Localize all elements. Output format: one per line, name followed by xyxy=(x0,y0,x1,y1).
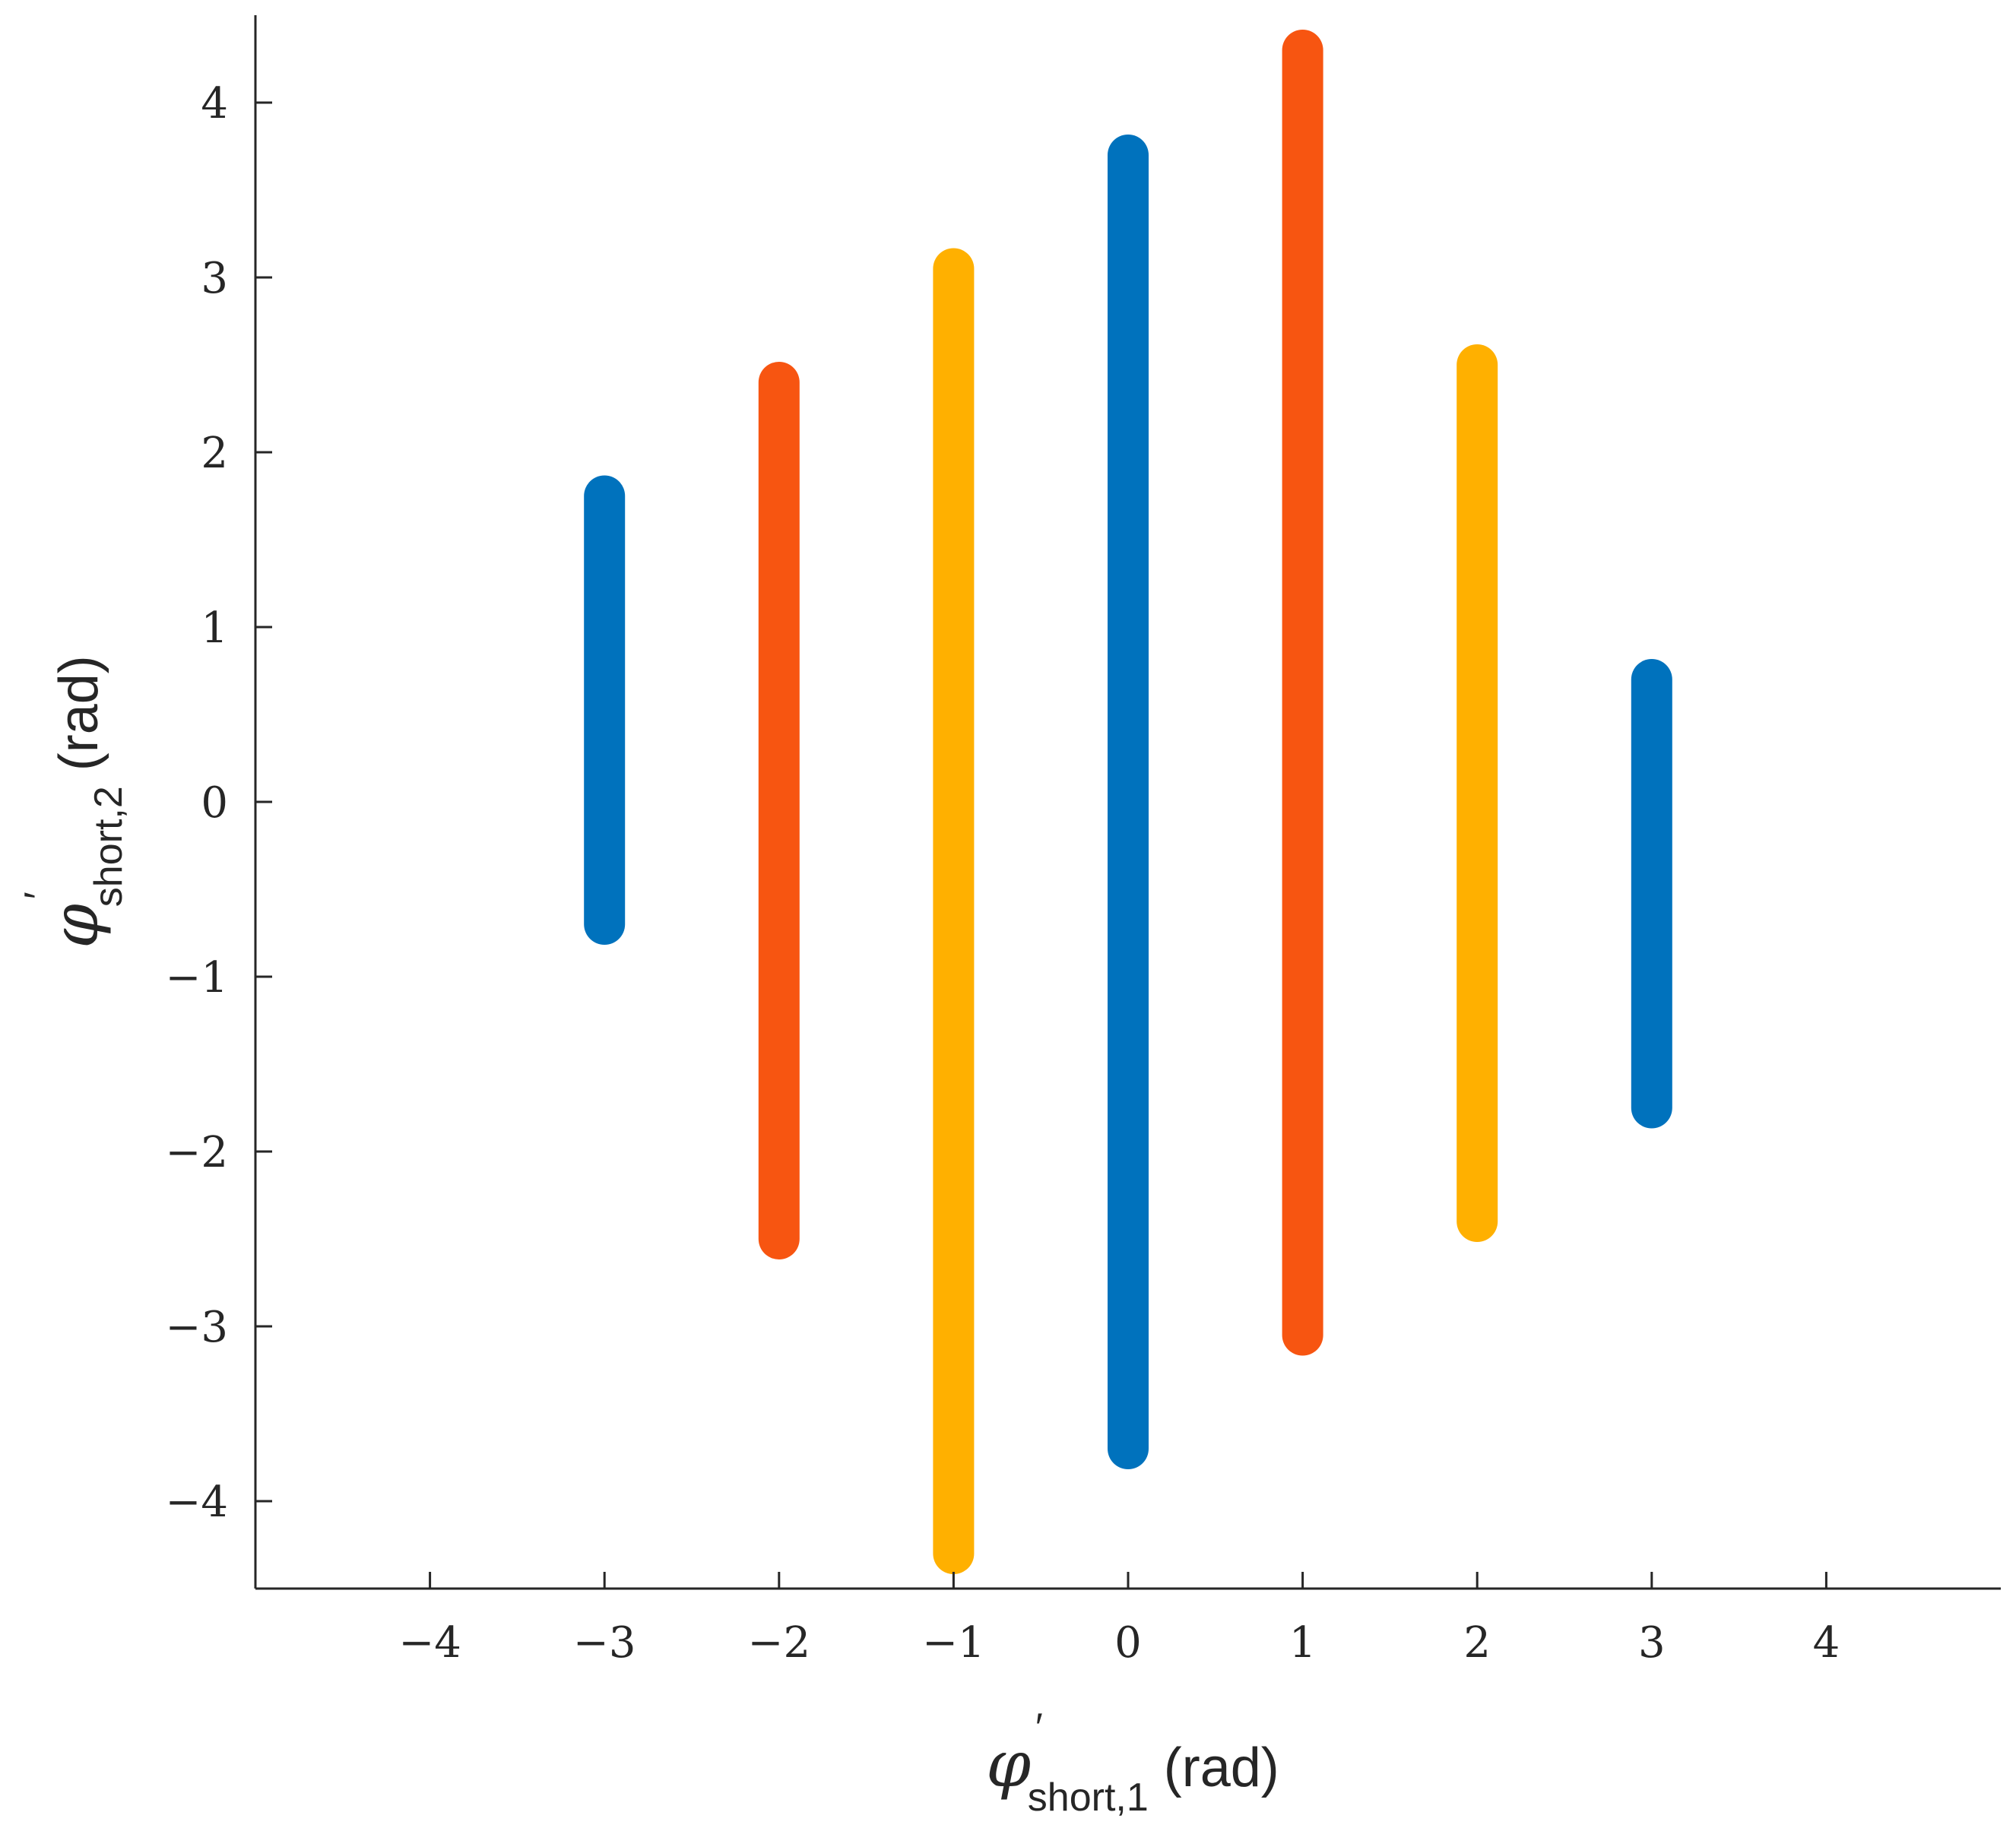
x-tick-label: 3 xyxy=(1638,1618,1666,1668)
x-tick-label: −3 xyxy=(573,1618,636,1668)
x-tick-label: −1 xyxy=(922,1618,985,1668)
y-tick-label: −1 xyxy=(165,953,228,1003)
y-tick-label: 2 xyxy=(201,429,228,478)
y-tick-label: −2 xyxy=(165,1128,228,1177)
x-tick-label: −2 xyxy=(748,1618,811,1668)
x-tick-label: 0 xyxy=(1114,1618,1142,1668)
x-axis-label-subscript: short,1 xyxy=(1028,1776,1149,1820)
y-axis-label: φ ′ short,2 (rad) xyxy=(17,655,131,949)
x-tick-label: 1 xyxy=(1289,1618,1317,1668)
y-axis-label-subscript: short,2 xyxy=(87,786,131,907)
x-axis-label-symbol: φ xyxy=(986,1727,1031,1801)
y-tick-label: 3 xyxy=(201,254,228,303)
x-axis-label-unit: (rad) xyxy=(1164,1738,1279,1798)
y-axis-label-unit: (rad) xyxy=(49,655,109,771)
y-tick-label: −3 xyxy=(165,1303,228,1352)
x-tick-label: −4 xyxy=(398,1618,461,1668)
y-tick-label: 0 xyxy=(201,778,228,828)
y-ticks: −4 −3 −2 −1 0 1 2 3 4 xyxy=(165,79,272,1527)
y-tick-label: 4 xyxy=(201,79,228,128)
x-ticks: −4 −3 −2 −1 0 1 2 3 4 xyxy=(398,1572,1840,1668)
x-tick-label: 4 xyxy=(1813,1618,1840,1668)
y-axis-label-prime: ′ xyxy=(17,892,61,899)
y-axis-label-symbol: φ xyxy=(38,904,113,949)
x-tick-label: 2 xyxy=(1463,1618,1491,1668)
y-tick-label: 1 xyxy=(201,604,228,653)
x-axis-label-prime: ′ xyxy=(1035,1706,1043,1750)
data-segments xyxy=(584,30,1672,1574)
x-axis-label: φ ′ short,1 (rad) xyxy=(986,1706,1279,1820)
y-tick-label: −4 xyxy=(165,1478,228,1527)
